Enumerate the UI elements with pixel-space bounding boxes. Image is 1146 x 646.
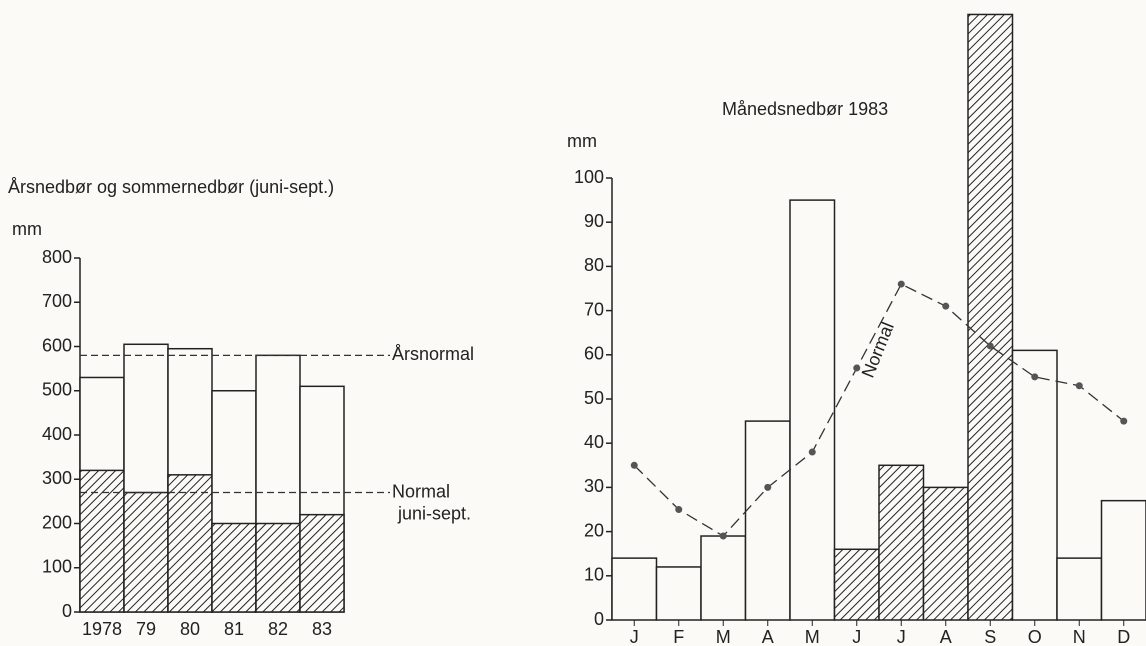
x-tick-label: O (1028, 627, 1042, 646)
bar (744, 420, 791, 621)
normal-point (719, 532, 727, 540)
normal-point (1031, 373, 1039, 381)
x-tick-label: 1978 (82, 619, 122, 639)
bar (1056, 557, 1103, 621)
bar (833, 548, 880, 621)
y-tick-label: 30 (584, 476, 604, 496)
reference-label: Normal (392, 481, 450, 501)
y-tick-label: 50 (584, 388, 604, 408)
normal-point (942, 302, 950, 310)
bar (1100, 499, 1146, 621)
chart-title: Årsnedbør og sommernedbør (juni-sept.) (8, 177, 334, 197)
x-tick-label: F (673, 627, 684, 646)
x-tick-label: A (762, 627, 774, 646)
y-tick-label: 0 (62, 601, 72, 621)
y-tick-label: 0 (594, 609, 604, 629)
x-tick-label: D (1117, 627, 1130, 646)
x-tick-label: A (940, 627, 952, 646)
normal-point (675, 506, 683, 513)
x-tick-label: 83 (312, 619, 332, 639)
y-tick-label: 600 (42, 335, 72, 355)
x-tick-label: 80 (180, 619, 200, 639)
normal-point (986, 342, 994, 350)
bar (789, 199, 836, 621)
summer-bar (299, 513, 345, 613)
normal-point (630, 461, 638, 469)
reference-label: Årsnormal (392, 344, 474, 364)
y-tick-label: 70 (584, 299, 604, 319)
summer-bar (255, 522, 301, 613)
normal-point (764, 483, 772, 491)
normal-point (808, 448, 816, 456)
bar (700, 535, 747, 621)
bar (967, 13, 1014, 621)
y-tick-label: 800 (42, 247, 72, 267)
y-tick-label: 500 (42, 380, 72, 400)
x-tick-label: 82 (268, 619, 288, 639)
bar (922, 486, 969, 621)
series-label: Normal (858, 319, 898, 380)
y-tick-label: 60 (584, 344, 604, 364)
y-axis-label: mm (12, 219, 42, 239)
y-tick-label: 300 (42, 468, 72, 488)
bar (878, 464, 925, 621)
y-tick-label: 40 (584, 432, 604, 452)
y-tick-label: 200 (42, 512, 72, 532)
summer-bar (123, 491, 169, 613)
normal-line (633, 283, 1125, 537)
x-tick-label: M (805, 627, 820, 646)
normal-point (897, 280, 905, 288)
bar (655, 566, 702, 621)
summer-bar (211, 522, 257, 613)
y-tick-label: 100 (42, 557, 72, 577)
x-tick-label: M (716, 627, 731, 646)
y-tick-label: 80 (584, 255, 604, 275)
chart-title: Månedsnedbør 1983 (722, 99, 888, 119)
y-tick-label: 100 (574, 167, 604, 187)
bar (611, 557, 658, 621)
x-tick-label: J (852, 627, 861, 646)
x-tick-label: S (984, 627, 996, 646)
summer-bar (167, 474, 213, 613)
bar (1011, 349, 1058, 621)
x-tick-label: 81 (224, 619, 244, 639)
x-tick-label: 79 (136, 619, 156, 639)
normal-point (1075, 382, 1083, 390)
normal-point (853, 364, 861, 372)
x-tick-label: J (630, 627, 639, 646)
summer-bar (79, 469, 125, 613)
y-tick-label: 700 (42, 291, 72, 311)
x-tick-label: J (897, 627, 906, 646)
y-axis-label: mm (567, 131, 597, 151)
x-tick-label: N (1073, 627, 1086, 646)
y-tick-label: 90 (584, 211, 604, 231)
normal-point (1120, 417, 1128, 425)
reference-label: juni-sept. (397, 503, 471, 523)
y-tick-label: 20 (584, 520, 604, 540)
y-tick-label: 400 (42, 424, 72, 444)
y-tick-label: 10 (584, 565, 604, 585)
